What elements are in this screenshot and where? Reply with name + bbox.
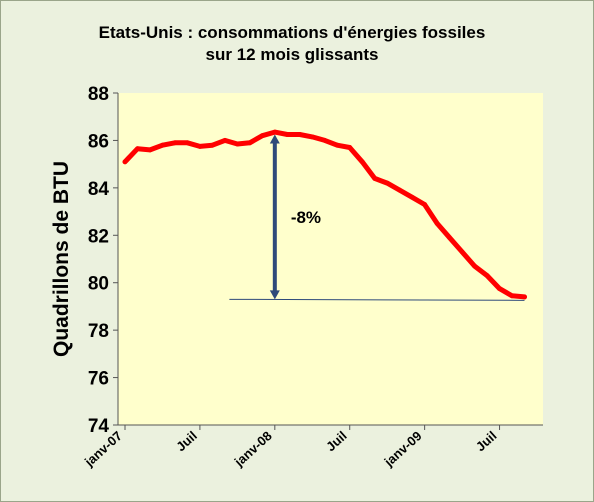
data-point — [497, 286, 502, 291]
data-point — [409, 194, 415, 200]
data-point — [372, 176, 378, 181]
data-point — [397, 187, 403, 193]
data-point — [122, 159, 128, 165]
data-point — [272, 129, 278, 135]
data-point — [284, 132, 290, 137]
data-point — [135, 146, 140, 152]
data-point — [309, 134, 315, 140]
plot-area — [118, 93, 543, 425]
y-tick-label: 76 — [88, 369, 109, 390]
data-point — [147, 147, 153, 153]
data-point — [472, 263, 477, 269]
data-point — [459, 249, 465, 255]
y-tick-label: 88 — [88, 84, 109, 105]
y-tick-label: 82 — [88, 226, 109, 247]
series-layer — [122, 129, 527, 300]
y-tick-label: 78 — [88, 321, 109, 342]
data-point — [334, 142, 340, 148]
reference-line — [229, 298, 525, 301]
y-axis-label: Quadrillons de BTU — [50, 161, 73, 357]
data-point — [197, 144, 203, 149]
data-point — [359, 159, 365, 165]
data-point — [509, 293, 515, 299]
data-point — [172, 140, 178, 146]
data-point — [347, 145, 353, 150]
data-point — [522, 294, 527, 300]
data-point — [259, 133, 265, 139]
data-point — [434, 221, 440, 226]
data-point — [422, 202, 427, 207]
data-point — [297, 132, 303, 137]
y-tick-label: 80 — [88, 274, 109, 295]
change-arrow-head-down — [269, 290, 280, 300]
data-point — [322, 138, 328, 143]
y-tick-label: 84 — [88, 179, 110, 200]
annotation-label: -8% — [291, 208, 321, 227]
annotation: -8% — [229, 134, 525, 301]
y-tick-label: 74 — [88, 416, 110, 437]
data-point — [384, 180, 390, 186]
data-point — [160, 142, 165, 148]
chart-title-line-1: Etats-Unis : consommations d'énergies fo… — [99, 23, 486, 42]
data-point — [210, 142, 215, 148]
data-point — [185, 140, 190, 146]
y-tick-label: 86 — [88, 131, 109, 152]
data-point — [222, 138, 228, 143]
chart-title-line-2: sur 12 mois glissants — [206, 45, 379, 64]
data-point — [447, 235, 452, 241]
data-point — [235, 141, 240, 147]
data-point — [247, 140, 253, 146]
data-point — [484, 273, 490, 278]
y-axis: 74 76 78 80 82 84 86 88 — [88, 84, 119, 437]
change-arrow-head-up — [269, 134, 280, 144]
